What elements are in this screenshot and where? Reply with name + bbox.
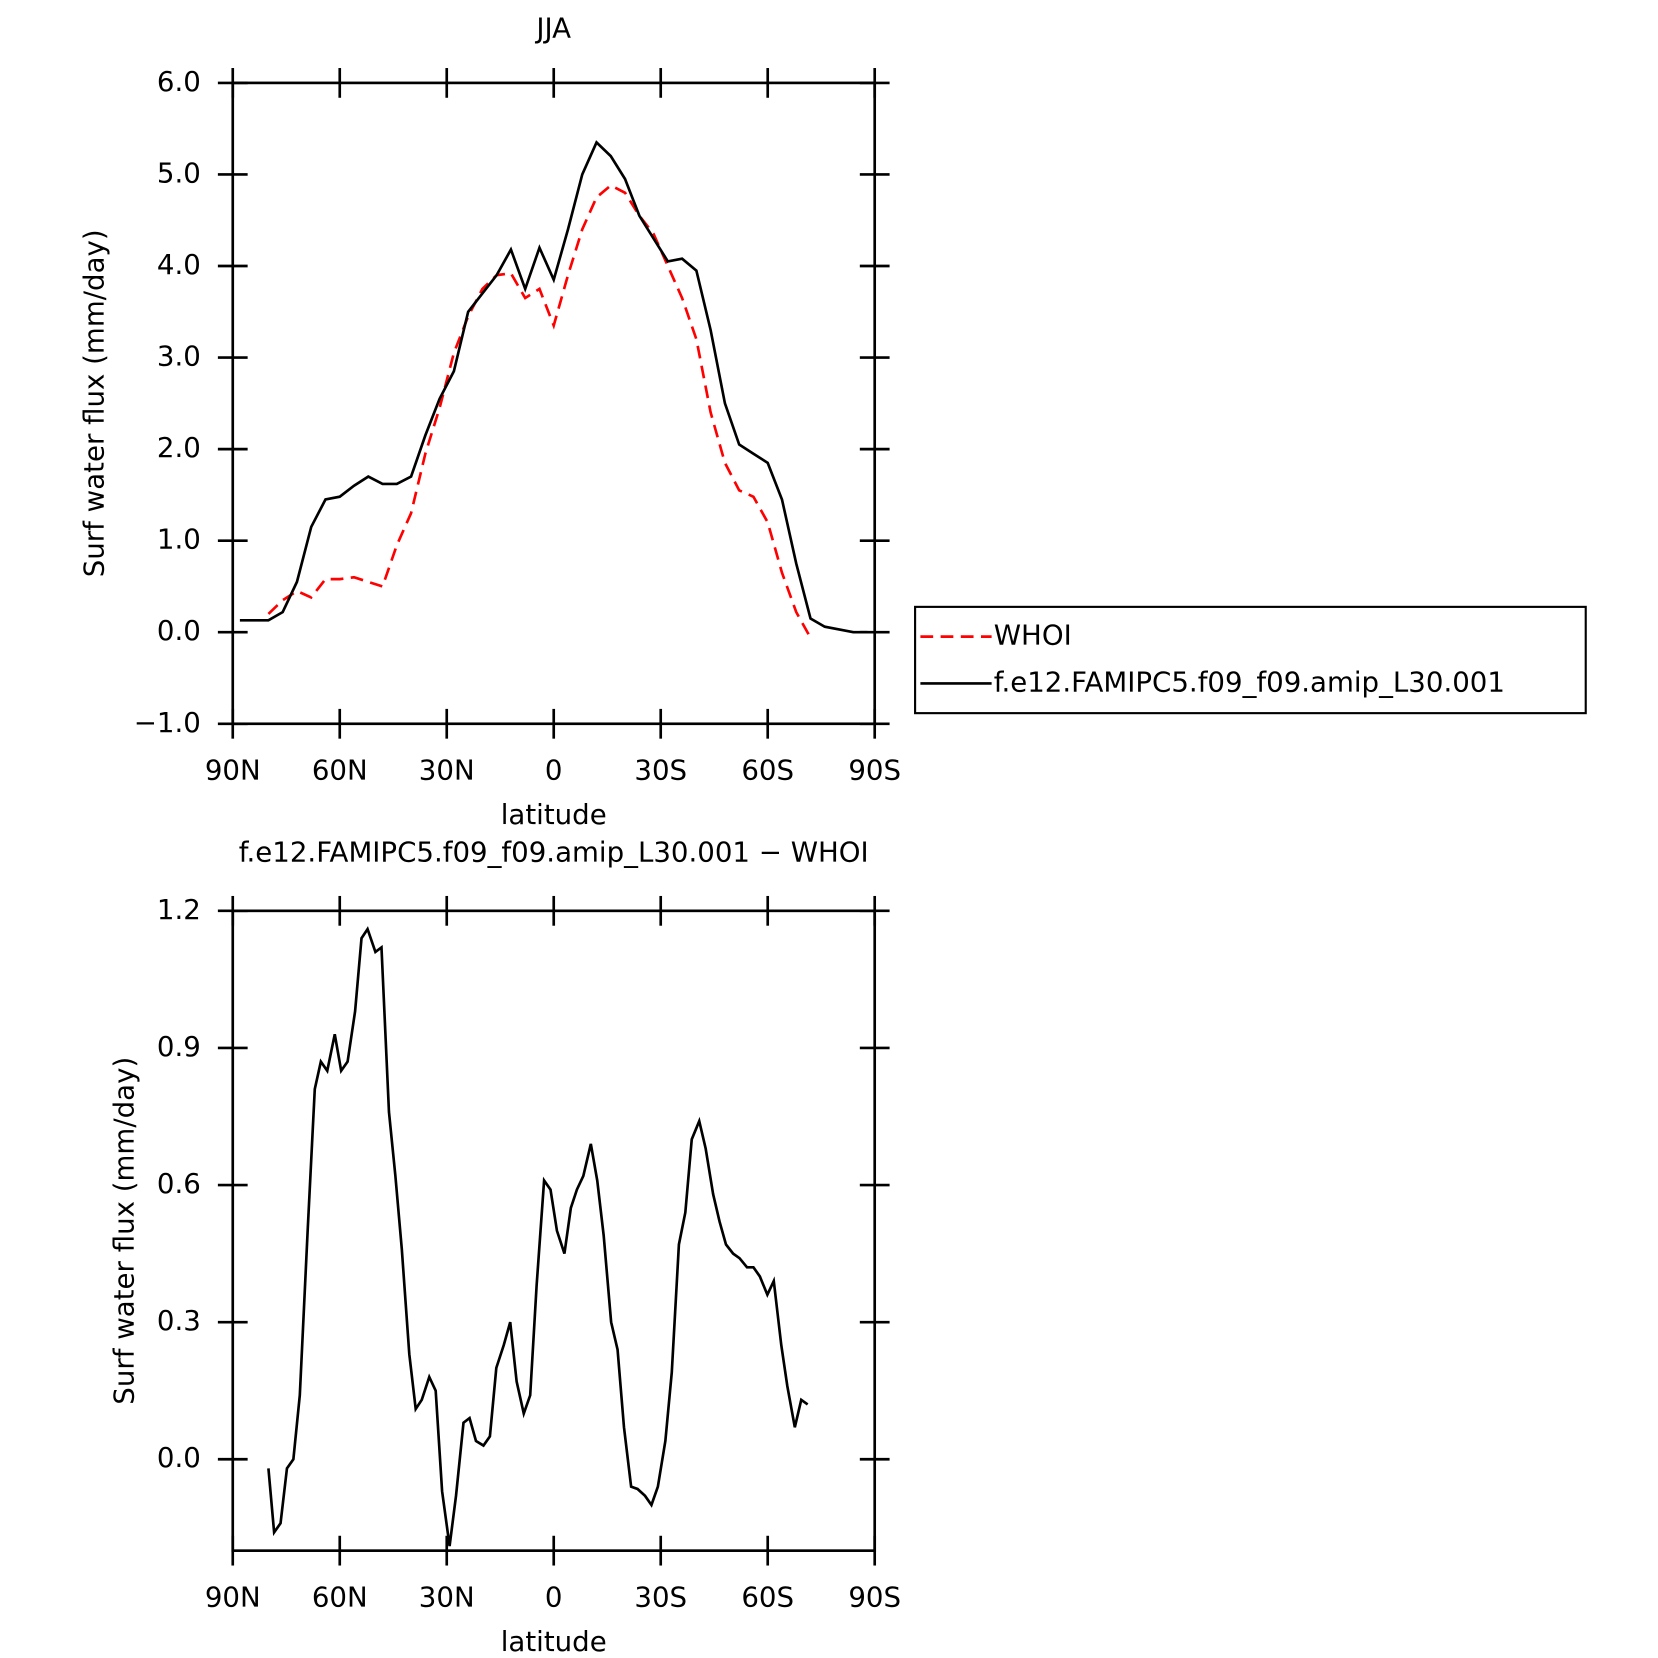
y-tick-label: 5.0 <box>157 156 201 189</box>
x-tick-label: 30S <box>634 754 687 787</box>
y-tick-label: 0.0 <box>157 1441 201 1474</box>
x-axis-label: latitude <box>501 1625 607 1658</box>
x-tick-label: 90S <box>848 754 901 787</box>
data-line <box>267 926 809 1547</box>
chart-title: JJA <box>534 12 571 45</box>
legend-label: WHOI <box>994 619 1072 652</box>
y-tick-label: 1.0 <box>157 523 201 556</box>
y-tick-label: −1.0 <box>134 706 201 739</box>
x-tick-label: 60S <box>741 754 794 787</box>
x-tick-label: 90N <box>205 1580 261 1613</box>
x-tick-label: 30S <box>634 1580 687 1613</box>
y-tick-label: 4.0 <box>157 248 201 281</box>
x-tick-label: 60N <box>312 1580 368 1613</box>
plot-frame <box>231 909 877 1552</box>
y-axis-label: Surf water flux (mm/day) <box>78 229 111 577</box>
x-tick-label: 30N <box>419 754 475 787</box>
x-tick-label: 90S <box>848 1580 901 1613</box>
y-tick-label: 6.0 <box>157 65 201 98</box>
x-tick-label: 0 <box>545 754 563 787</box>
y-axis-label: Surf water flux (mm/day) <box>107 1057 140 1405</box>
x-axis-label: latitude <box>501 798 607 831</box>
x-tick-label: 60N <box>312 754 368 787</box>
x-tick-label: 90N <box>205 754 261 787</box>
y-tick-label: 0.3 <box>157 1304 201 1337</box>
plot-frame <box>231 81 877 726</box>
y-tick-label: 1.2 <box>157 893 201 926</box>
x-tick-label: 30N <box>419 1580 475 1613</box>
y-tick-label: 2.0 <box>157 431 201 464</box>
y-tick-label: 3.0 <box>157 340 201 373</box>
chart-title: f.e12.FAMIPC5.f09_f09.amip_L30.001 − WHO… <box>239 835 869 868</box>
data-line <box>267 183 812 639</box>
y-tick-label: 0.0 <box>157 614 201 647</box>
x-tick-label: 0 <box>545 1580 563 1613</box>
data-line <box>239 140 868 634</box>
x-tick-label: 60S <box>741 1580 794 1613</box>
legend-box <box>914 605 1587 715</box>
y-tick-label: 0.6 <box>157 1167 201 1200</box>
legend-label: f.e12.FAMIPC5.f09_f09.amip_L30.001 <box>994 665 1505 698</box>
y-tick-label: 0.9 <box>157 1030 201 1063</box>
